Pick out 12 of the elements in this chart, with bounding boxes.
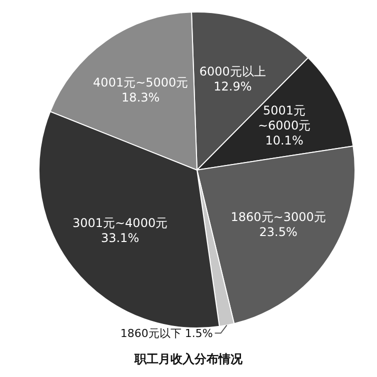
slice-label: 3001元~4000元 bbox=[72, 216, 168, 230]
text: 职工月收入分布情况 bbox=[133, 351, 244, 368]
slice-label: 5001元~6000元 bbox=[258, 104, 311, 133]
data-label: 10.1% bbox=[265, 134, 304, 148]
data-label: 33.1% bbox=[100, 231, 140, 246]
slice-label: 6000元以上 bbox=[199, 64, 266, 78]
data-label: 18.3% bbox=[122, 90, 160, 104]
data-label: 12.9% bbox=[214, 79, 252, 94]
slice-label: 1860元~3000元 bbox=[230, 210, 326, 224]
slice-label: 1860元以下 1.5% bbox=[120, 327, 213, 340]
slice-label: 4001元~5000元 bbox=[93, 75, 188, 90]
data-label: 23.5% bbox=[259, 225, 298, 240]
